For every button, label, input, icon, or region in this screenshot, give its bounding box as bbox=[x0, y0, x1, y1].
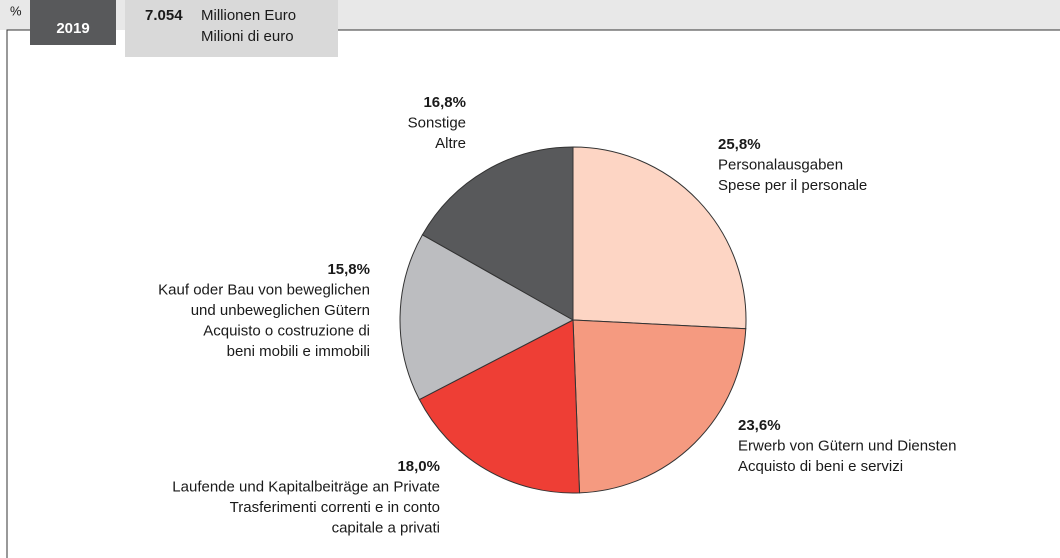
value-label: 18,0% bbox=[397, 458, 440, 475]
pie-slice bbox=[572, 146, 747, 330]
value-label: 25,8% bbox=[718, 136, 761, 153]
unit: % bbox=[10, 3, 22, 18]
category-label: Erwerb von Gütern und Diensten bbox=[738, 437, 956, 454]
total-unit: Milioni di euro bbox=[201, 28, 294, 45]
value-label: 23,6% bbox=[738, 417, 781, 434]
category-label: und unbeweglichen Gütern bbox=[191, 302, 370, 319]
category-label: Spese per il personale bbox=[718, 177, 867, 194]
category-label: Trasferimenti correnti e in conto bbox=[230, 499, 440, 516]
category-label: beni mobili e immobili bbox=[227, 343, 370, 360]
total-box bbox=[125, 0, 338, 57]
category-label: Acquisto o costruzione di bbox=[203, 322, 370, 339]
pie-slice bbox=[399, 234, 575, 401]
year-box bbox=[30, 0, 116, 45]
year: 2019 bbox=[56, 20, 89, 37]
total-unit: Millionen Euro bbox=[201, 7, 296, 24]
category-label: Laufende und Kapitalbeiträge an Private bbox=[172, 478, 440, 495]
category-label: Acquisto di beni e servizi bbox=[738, 458, 903, 475]
total: 7.054 bbox=[145, 7, 183, 24]
pie-slice bbox=[418, 319, 581, 494]
value-label: 16,8% bbox=[423, 94, 466, 111]
category-label: Kauf oder Bau von beweglichen bbox=[158, 281, 370, 298]
pie-slice bbox=[572, 319, 747, 494]
category-label: Sonstige bbox=[408, 114, 466, 131]
category-label: capitale a privati bbox=[332, 519, 440, 536]
category-label: Altre bbox=[435, 135, 466, 152]
frame bbox=[6, 29, 1060, 558]
pie-slice bbox=[421, 146, 574, 321]
category-label: Personalausgaben bbox=[718, 156, 843, 173]
value-label: 15,8% bbox=[327, 261, 370, 278]
